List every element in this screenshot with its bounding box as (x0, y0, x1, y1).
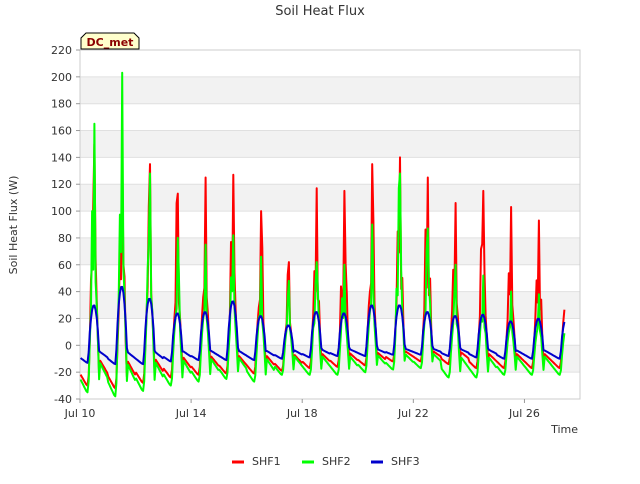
grid-band (80, 130, 580, 158)
y-tick-label: 0 (65, 339, 72, 352)
site-badge-label: DC_met (87, 36, 134, 49)
x-tick-label: Jul 10 (64, 407, 96, 420)
plot-area-frame (79, 49, 581, 400)
grid-band (80, 291, 580, 319)
legend-label-shf1: SHF1 (252, 455, 281, 468)
series-line-shf2 (79, 71, 566, 398)
series-lines (79, 71, 566, 398)
grid-band (80, 184, 580, 212)
y-tick-label: 60 (58, 259, 72, 272)
site-badge: DC_met (80, 32, 140, 50)
legend: SHF1 SHF2 SHF3 (232, 455, 420, 468)
grid-band (80, 76, 580, 104)
y-tick-label: -40 (54, 393, 72, 406)
y-axis-label: Soil Heat Flux (W) (7, 176, 20, 275)
y-tick-label: 20 (58, 312, 72, 325)
y-tick-label: 160 (51, 125, 72, 138)
y-tick-label: 40 (58, 286, 72, 299)
x-tick-label: Jul 14 (175, 407, 207, 420)
grid-band (80, 237, 580, 265)
y-tick-label: 200 (51, 71, 72, 84)
legend-label-shf2: SHF2 (322, 455, 351, 468)
x-axis: Jul 10 Jul 14 Jul 18 Jul 22 Jul 26 (64, 399, 540, 420)
series-line-shf1 (79, 143, 566, 390)
series-line-shf3 (79, 285, 566, 366)
y-axis: -40 -20 0 20 40 60 80 100 120 140 160 180 200 220 (51, 44, 80, 406)
y-tick-label: -20 (54, 366, 72, 379)
x-tick-label: Jul 22 (397, 407, 429, 420)
x-tick-label: Jul 18 (286, 407, 318, 420)
y-tick-label: 80 (58, 232, 72, 245)
legend-label-shf3: SHF3 (391, 455, 420, 468)
y-tick-label: 120 (51, 178, 72, 191)
y-tick-label: 100 (51, 205, 72, 218)
site-badge-box (80, 32, 140, 50)
y-tick-label: 220 (51, 44, 72, 57)
grid-bands (80, 76, 580, 373)
y-tick-label: 180 (51, 98, 72, 111)
x-tick-label: Jul 26 (508, 407, 540, 420)
x-axis-label: Time (550, 423, 578, 436)
y-tick-label: 140 (51, 151, 72, 164)
chart-title: Soil Heat Flux (275, 4, 365, 19)
